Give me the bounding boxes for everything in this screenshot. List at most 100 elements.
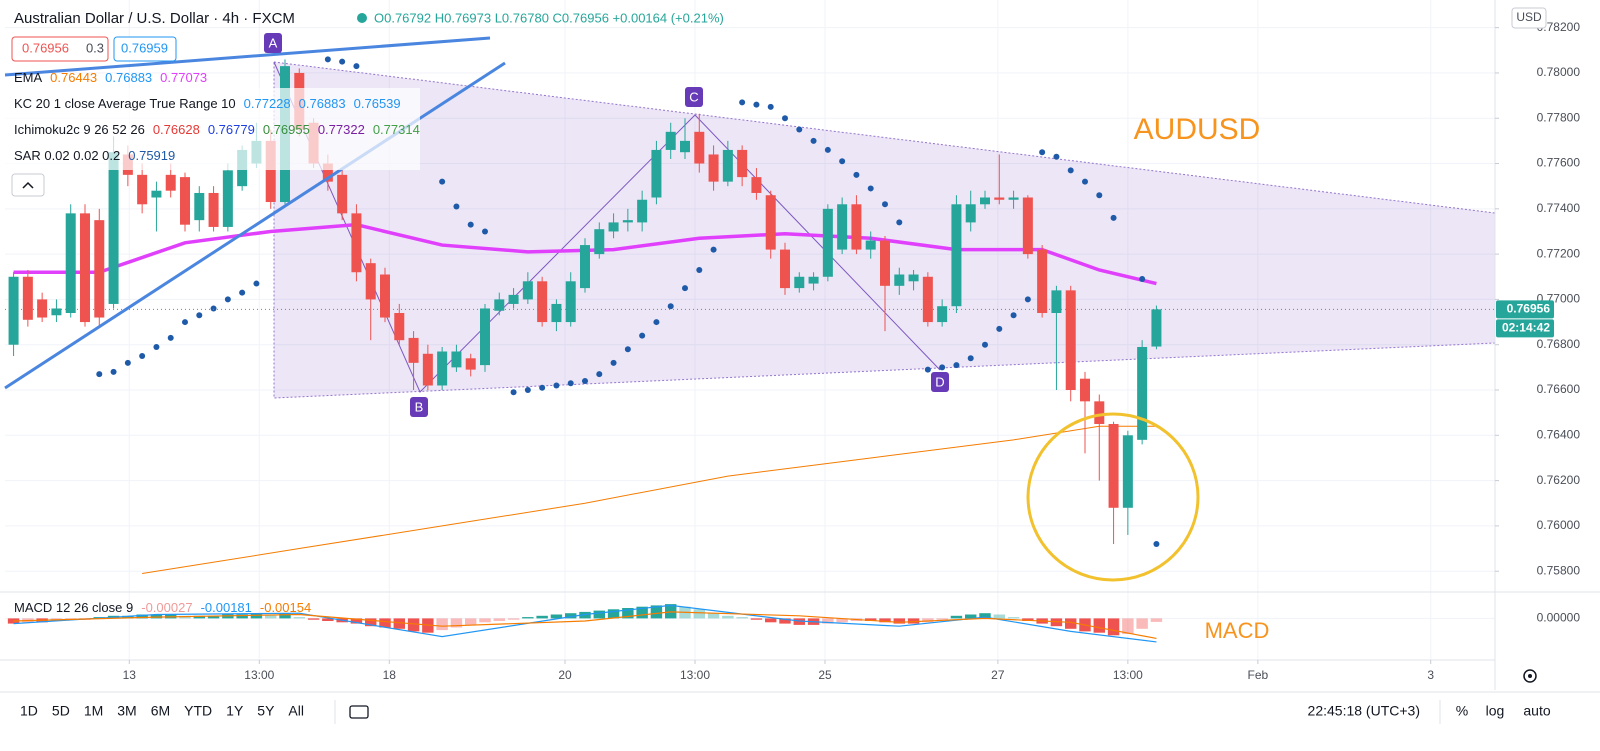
collapse-icon[interactable] xyxy=(22,181,34,189)
gear-center[interactable] xyxy=(1528,674,1532,678)
countdown-label: 02:14:42 xyxy=(1502,321,1550,335)
pattern-point-label: B xyxy=(415,399,424,414)
macd-histogram-bar xyxy=(1150,618,1163,622)
candle-body xyxy=(1122,435,1133,508)
chart-title: Australian Dollar / U.S. Dollar · 4h · F… xyxy=(14,10,295,27)
indicator-value: 0.77314 xyxy=(373,122,420,137)
macd-histogram-bar xyxy=(893,618,905,624)
sar-dot xyxy=(339,58,346,65)
macd-histogram-bar xyxy=(665,604,677,619)
macd-histogram-bar xyxy=(379,618,391,628)
macd-line xyxy=(13,611,1157,640)
candle-body xyxy=(8,276,19,345)
y-tick-label: 0.76000 xyxy=(1537,518,1581,532)
candle-body xyxy=(365,263,376,300)
macd-histogram-bar xyxy=(565,613,577,619)
candle-body xyxy=(665,131,676,150)
range-button[interactable]: 5D xyxy=(52,703,70,719)
candle-body xyxy=(794,276,805,289)
sar-dot xyxy=(96,371,103,378)
candle-body xyxy=(694,131,705,164)
ask-box[interactable] xyxy=(113,36,177,62)
sar-dot xyxy=(196,312,203,319)
macd-histogram-bar xyxy=(907,618,920,624)
candle-body xyxy=(1108,423,1119,508)
macd-histogram-bar xyxy=(365,618,377,627)
x-tick-label: 27 xyxy=(991,668,1005,682)
range-button[interactable]: 6M xyxy=(151,703,170,719)
spread: 0.3 xyxy=(86,40,104,55)
gear[interactable] xyxy=(1523,669,1537,683)
ask-price[interactable]: 0.76959 xyxy=(121,40,168,55)
axis-mode-button[interactable]: log xyxy=(1486,703,1505,719)
range-button[interactable]: 1Y xyxy=(226,703,244,719)
x-tick-label: 13:00 xyxy=(1113,668,1143,682)
indicator-value: 0.77228 xyxy=(244,96,291,111)
y-tick-label: 0.76800 xyxy=(1537,337,1581,351)
bid-box[interactable] xyxy=(11,36,109,62)
candle-body xyxy=(51,308,62,316)
candle-body xyxy=(1094,401,1105,424)
currency-label[interactable]: USD xyxy=(1516,10,1542,24)
sar-dot xyxy=(610,359,617,366)
sar-dot xyxy=(453,203,460,210)
legend-background xyxy=(5,88,420,170)
range-button[interactable]: 5Y xyxy=(257,703,275,719)
macd-histogram-bar xyxy=(150,614,163,619)
indicator-legend: SAR 0.02 0.02 0.2 0.75919 xyxy=(14,148,175,163)
sar-dot xyxy=(810,137,817,144)
candle-body xyxy=(637,199,648,223)
sar-dot xyxy=(153,343,160,350)
last-price-label: 0.76956 xyxy=(1507,302,1551,316)
candle-body xyxy=(451,351,462,368)
macd-pane xyxy=(7,604,1163,643)
sar-dot xyxy=(510,389,517,396)
candle-body xyxy=(808,276,819,284)
y-tick-label: 0.77200 xyxy=(1537,246,1581,260)
candle-body xyxy=(780,249,790,289)
range-button[interactable]: All xyxy=(288,703,304,719)
macd-histogram-bar xyxy=(493,618,505,621)
settings-icon[interactable] xyxy=(1523,669,1537,683)
axis-mode-button[interactable]: auto xyxy=(1523,703,1550,719)
candle-body xyxy=(422,353,433,386)
macd-histogram-bar xyxy=(622,608,634,619)
sar-dot xyxy=(639,332,646,339)
x-tick-label: 25 xyxy=(818,668,832,682)
currency-box[interactable] xyxy=(1511,7,1547,29)
candle-body xyxy=(508,294,519,304)
sar-dot xyxy=(210,305,217,312)
range-button[interactable]: YTD xyxy=(184,703,212,719)
sar-dot xyxy=(1010,312,1017,319)
indicator-value: 0.77322 xyxy=(318,122,365,137)
icon-shape[interactable] xyxy=(349,705,369,719)
range-button[interactable]: 3M xyxy=(117,703,136,719)
collapse-button[interactable] xyxy=(11,173,45,197)
macd-histogram-bar xyxy=(522,617,534,619)
candle-body xyxy=(1080,378,1090,402)
sar-dot xyxy=(767,103,774,110)
range-button[interactable]: 1M xyxy=(84,703,103,719)
sar-dot xyxy=(182,319,188,326)
candle-body xyxy=(908,274,919,282)
macd-histogram-bar xyxy=(936,618,948,620)
candle-body xyxy=(180,177,190,225)
candle-body xyxy=(980,197,990,205)
candle-body xyxy=(522,281,533,300)
sar-dot xyxy=(1024,296,1031,303)
candle-body xyxy=(622,220,633,223)
x-tick-label: 13 xyxy=(123,668,137,682)
candle-body xyxy=(222,170,233,227)
bid-price[interactable]: 0.76956 xyxy=(22,40,69,55)
macd-histogram-bar xyxy=(322,618,334,621)
axis-mode-button[interactable]: % xyxy=(1456,703,1468,719)
range-button[interactable]: 1D xyxy=(20,703,38,719)
compare-icon[interactable] xyxy=(349,705,369,719)
sar-dot xyxy=(682,285,688,292)
candle-body xyxy=(94,220,105,318)
candle-body xyxy=(151,190,162,198)
y-tick-label: 0.75800 xyxy=(1537,563,1581,577)
sar-dot xyxy=(1096,192,1103,199)
sar-dot xyxy=(124,359,131,366)
